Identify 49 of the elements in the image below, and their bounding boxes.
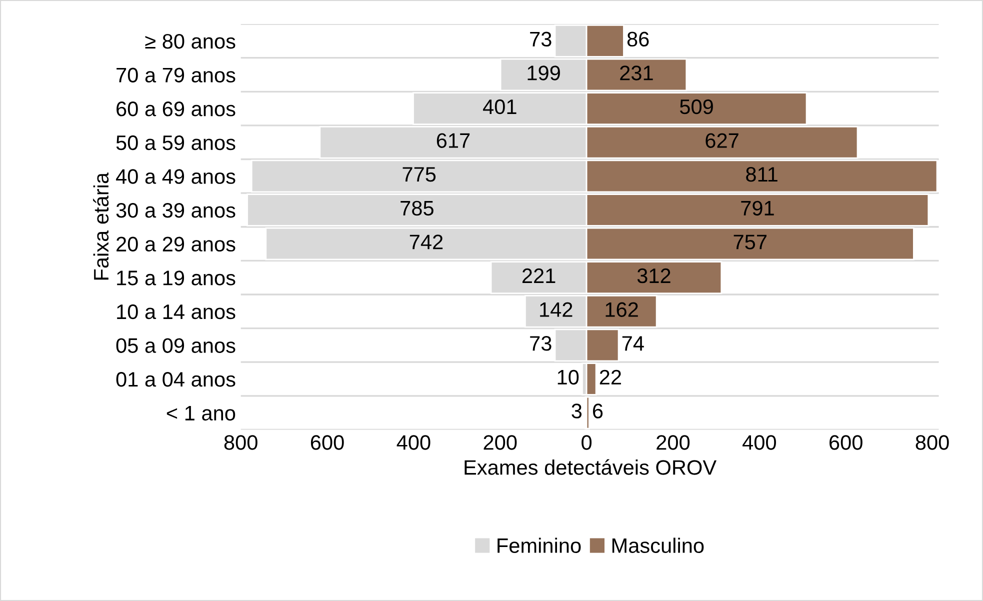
y-tick-label: 50 a 59 anos [116,135,236,150]
y-tick-label: 30 a 39 anos [116,202,236,218]
data-label: 199 [528,66,560,80]
x-tick-label: 200 [484,435,517,450]
y-tick-label: 20 a 29 anos [116,236,236,252]
data-label: 811 [746,167,778,182]
x-tick-label: 800 [916,435,949,450]
x-tick-label: 400 [396,435,430,450]
data-label: 757 [734,234,766,250]
data-label: 74 [622,336,644,351]
y-tick-label: < 1 ano [166,406,236,421]
data-label: 6 [593,404,603,418]
data-label: 142 [540,302,572,317]
data-label: 221 [522,268,556,283]
data-label: 231 [620,66,653,80]
x-tick-label: 600 [830,435,862,450]
y-tick-label: 01 a 04 anos [116,372,236,387]
data-label: 73 [530,336,552,351]
data-label: 86 [627,32,649,47]
data-label: 22 [600,370,621,384]
data-label: 627 [706,133,738,148]
x-tick-label: 800 [224,435,258,450]
y-tick-label: 10 a 14 anos [117,304,236,320]
x-tick-label: 0 [582,435,592,450]
legend-label: Masculino [612,538,704,554]
data-label: 73 [530,32,552,47]
legend-label: Feminino [498,538,581,554]
x-tick-label: 400 [742,435,776,450]
data-label: 401 [483,99,516,114]
y-tick-label: 40 a 49 anos [116,169,236,184]
data-label: 617 [436,133,470,148]
y-axis-title: Faixa etária [93,172,109,280]
y-tick-label: ≥ 80 anos [145,34,236,49]
data-label: 312 [637,268,670,284]
y-tick-label: 60 a 69 anos [116,102,236,116]
data-label: 162 [606,302,638,317]
y-tick-label: 05 a 09 anos [116,338,236,353]
y-tick-label: 15 a 19 anos [117,270,236,286]
data-label: 742 [410,234,443,250]
y-tick-label: 70 a 79 anos [116,68,236,83]
data-label: 509 [680,99,713,114]
data-label: 3 [572,404,582,418]
x-tick-label: 600 [310,435,344,450]
data-label: 791 [741,200,774,216]
x-axis-title: Exames detectáveis OROV [464,459,716,475]
x-tick-label: 200 [656,435,690,450]
data-label: 10 [558,370,579,385]
data-label: 785 [400,200,434,216]
data-label: 775 [402,167,436,182]
